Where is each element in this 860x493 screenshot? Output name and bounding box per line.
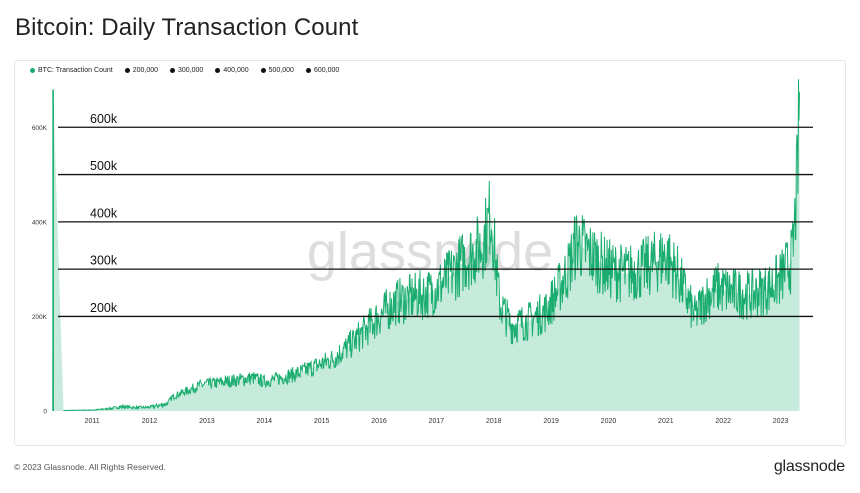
watermark-text: glassnode [307, 222, 553, 282]
series-group [52, 79, 800, 412]
legend-item-series[interactable]: BTC: Transaction Count [30, 67, 113, 74]
x-tick-label: 2019 [543, 418, 559, 425]
legend-item-400k[interactable]: 400,000 [215, 67, 249, 74]
copyright-text: © 2023 Glassnode. All Rights Reserved. [14, 462, 166, 472]
reference-line-label: 200k [90, 301, 118, 315]
series-area [52, 89, 800, 411]
x-tick-label: 2016 [371, 418, 387, 425]
legend-dot-300k [170, 68, 176, 73]
x-tick-label: 2017 [429, 418, 445, 425]
legend-label-600k: 600,000 [313, 67, 340, 74]
reference-line-label: 600k [90, 112, 118, 126]
reference-lines: 200k 300k 400k 500k 600k [58, 112, 813, 318]
y-tick-label: 400K [32, 219, 48, 226]
x-tick-label: 2023 [773, 418, 789, 425]
legend-label-500k: 500,000 [268, 67, 294, 74]
x-tick-label: 2013 [199, 418, 215, 425]
y-axis: 0 200K 400K 600K [32, 125, 48, 416]
legend-item-200k[interactable]: 200,000 [124, 67, 159, 74]
legend-label-400k: 400,000 [223, 67, 249, 74]
x-tick-label: 2022 [715, 418, 731, 425]
x-tick-label: 2021 [658, 418, 674, 425]
legend-dot-400k [215, 68, 221, 73]
legend-item-600k[interactable]: 600,000 [305, 67, 340, 74]
series-line [63, 79, 800, 412]
x-tick-label: 2014 [256, 418, 272, 425]
y-tick-label: 600K [32, 125, 48, 132]
x-axis: 2011 2012 2013 2014 2015 2016 2017 2018 2019 2020… [85, 418, 789, 425]
legend-label-200k: 200,000 [132, 67, 159, 74]
brand-logo[interactable]: glassnode [773, 458, 845, 475]
legend-dot-500k [260, 68, 266, 73]
chart-legend: BTC: Transaction Count 200,000 300,000 4… [30, 67, 339, 74]
legend-item-300k[interactable]: 300,000 [170, 67, 203, 74]
legend-item-500k[interactable]: 500,000 [260, 67, 294, 74]
chart-panel [14, 60, 846, 446]
reference-line-label: 300k [90, 254, 118, 268]
x-tick-label: 2015 [314, 418, 330, 425]
y-tick-label: 200K [32, 314, 48, 321]
x-tick-label: 2012 [142, 418, 158, 425]
x-tick-label: 2020 [601, 418, 617, 425]
legend-dot-600k [305, 68, 311, 73]
reference-line-label: 400k [90, 206, 118, 220]
reference-line-label: 500k [90, 159, 118, 173]
legend-label-series: BTC: Transaction Count [38, 67, 113, 74]
legend-dot-200k [124, 68, 130, 73]
x-tick-label: 2018 [486, 418, 502, 425]
page-title: Bitcoin: Daily Transaction Count [15, 14, 359, 41]
legend-dot-series [30, 68, 35, 73]
legend-label-300k: 300,000 [178, 67, 204, 74]
x-tick-label: 2011 [85, 418, 100, 425]
y-tick-label: 0 [43, 409, 47, 416]
